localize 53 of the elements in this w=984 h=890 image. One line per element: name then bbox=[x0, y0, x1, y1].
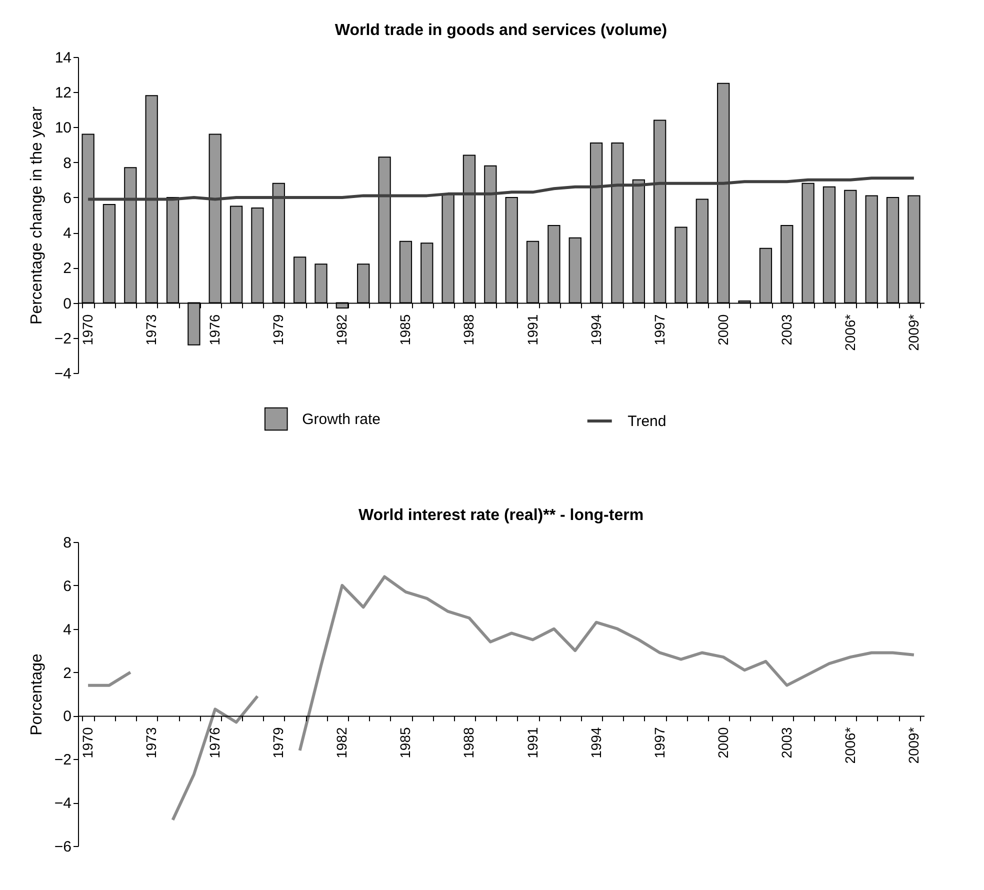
y-tick-label: 8 bbox=[63, 154, 72, 172]
x-tick-label: 1991 bbox=[524, 727, 540, 758]
x-tick-label: 2006* bbox=[842, 726, 858, 764]
x-tick-label: 1973 bbox=[143, 314, 160, 346]
x-tick-label: 2009* bbox=[905, 314, 922, 351]
x-tick-label: 2003 bbox=[778, 314, 794, 346]
y-tick-label: 12 bbox=[54, 84, 72, 102]
y-axis-title: Porcentage bbox=[28, 653, 46, 736]
y-tick-label: 4 bbox=[63, 225, 72, 242]
x-tick-label: 1979 bbox=[270, 727, 286, 758]
x-tick-label: 1991 bbox=[524, 314, 540, 346]
x-tick-label: 1988 bbox=[460, 314, 477, 346]
y-tick-label: 6 bbox=[63, 190, 72, 207]
x-tick-label: 1982 bbox=[334, 727, 350, 758]
y-tick-label: 4 bbox=[63, 621, 72, 638]
x-tick-label: 1994 bbox=[588, 314, 604, 346]
y-tick-label: 2 bbox=[63, 260, 72, 278]
x-tick-label: 2006* bbox=[842, 314, 858, 351]
x-tick-label: 1985 bbox=[397, 314, 414, 346]
x-tick-label: 1997 bbox=[651, 314, 668, 346]
x-tick-label: 2003 bbox=[778, 727, 794, 758]
y-tick-label: 0 bbox=[63, 295, 72, 312]
x-tick-label: 2000 bbox=[714, 727, 731, 758]
chart-title: World interest rate (real)** - long-term bbox=[358, 507, 644, 524]
x-tick-label: 1982 bbox=[334, 314, 350, 346]
x-tick-label: 1976 bbox=[206, 727, 223, 758]
x-tick-label: 1997 bbox=[651, 727, 668, 758]
y-tick-label: 6 bbox=[63, 578, 72, 595]
x-tick-label: 1979 bbox=[270, 314, 286, 346]
chart-title: World trade in goods and services (volume) bbox=[334, 22, 668, 39]
y-tick-label: −6 bbox=[54, 838, 72, 856]
y-axis-title: Percentage change in the year bbox=[28, 106, 46, 324]
y-tick-label: −2 bbox=[54, 752, 72, 769]
y-tick-label: 14 bbox=[54, 50, 72, 66]
x-tick-label: 2000 bbox=[714, 314, 731, 346]
x-tick-label: 1976 bbox=[206, 314, 223, 346]
x-tick-label: 1985 bbox=[397, 727, 414, 758]
line-series bbox=[86, 176, 916, 201]
y-tick-label: 0 bbox=[63, 708, 72, 726]
x-tick-label: 1970 bbox=[80, 727, 96, 758]
x-tick-label: 1973 bbox=[143, 727, 160, 758]
y-tick-label: −4 bbox=[54, 795, 72, 812]
x-tick-label: 2009* bbox=[905, 726, 922, 764]
y-tick-label: −4 bbox=[54, 366, 72, 382]
x-tick-label: 1994 bbox=[588, 727, 604, 758]
x-tick-label: 1988 bbox=[460, 727, 477, 758]
legend-label: Trend bbox=[628, 413, 666, 430]
x-tick-label: 1970 bbox=[80, 314, 96, 346]
y-tick-label: 2 bbox=[63, 664, 72, 682]
y-tick-label: −2 bbox=[54, 330, 72, 348]
y-tick-label: 10 bbox=[54, 120, 72, 137]
legend-label: Growth rate bbox=[302, 411, 380, 428]
y-tick-label: 8 bbox=[63, 534, 72, 552]
